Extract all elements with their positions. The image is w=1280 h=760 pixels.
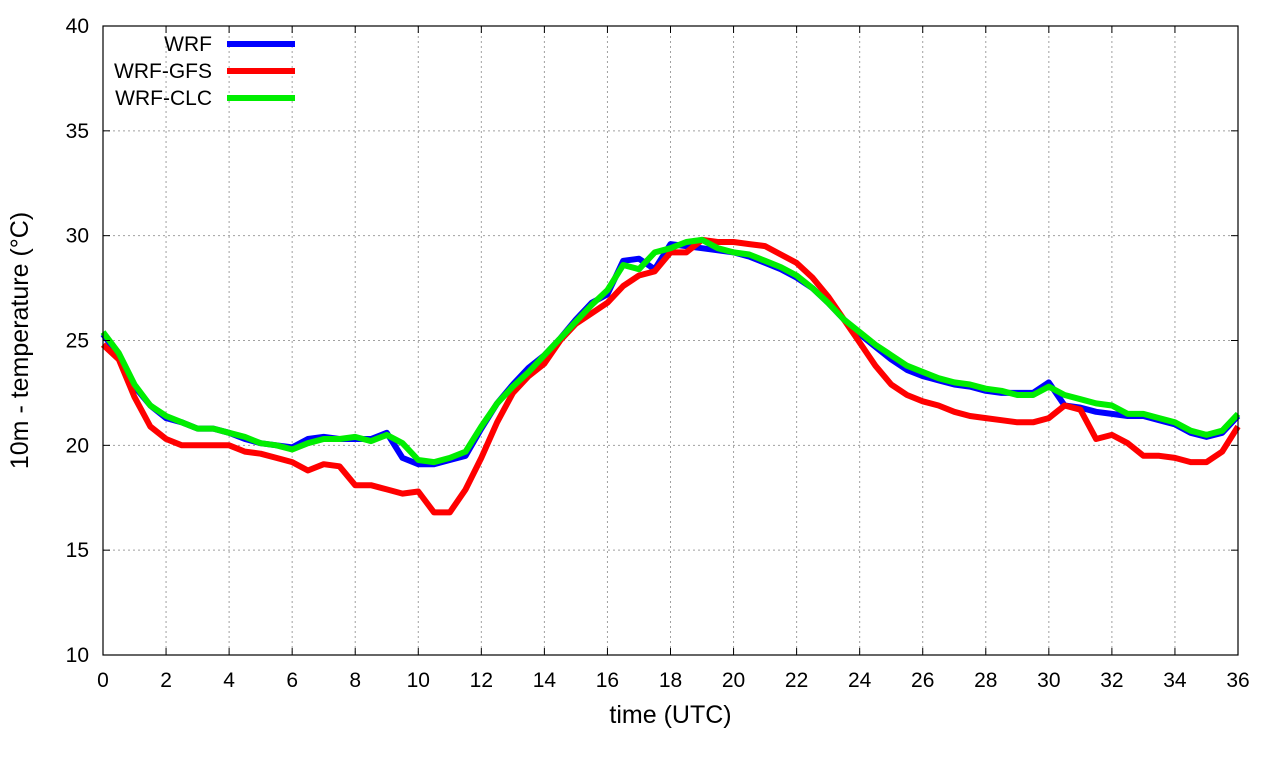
x-tick-label: 34 <box>1163 669 1187 692</box>
y-tick-label: 35 <box>66 120 89 143</box>
y-tick-label: 30 <box>66 225 89 248</box>
x-tick-label: 12 <box>470 669 493 692</box>
x-tick-label: 8 <box>349 669 361 692</box>
y-tick-label: 20 <box>66 434 89 457</box>
legend-label: WRF-GFS <box>114 60 212 83</box>
series-line-wrf-gfs <box>100 236 1241 516</box>
x-tick-label: 18 <box>659 669 682 692</box>
x-tick-label: 2 <box>160 669 172 692</box>
series-lines <box>100 236 1241 516</box>
x-tick-label: 0 <box>97 669 109 692</box>
x-tick-label: 16 <box>596 669 619 692</box>
x-axis-title: time (UTC) <box>609 701 731 729</box>
y-tick-label: 40 <box>66 15 89 38</box>
x-tick-label: 4 <box>223 669 235 692</box>
x-tick-label: 24 <box>848 669 872 692</box>
y-tick-label: 10 <box>66 644 89 667</box>
series-line-wrf-clc <box>100 236 1241 466</box>
x-tick-label: 32 <box>1100 669 1123 692</box>
legend-label: WRF <box>164 33 212 56</box>
x-tick-label: 10 <box>407 669 430 692</box>
y-tick-label: 15 <box>66 539 89 562</box>
y-axis-title: 10m - temperature (°C) <box>6 212 34 469</box>
grid <box>103 26 1238 655</box>
x-tick-label: 30 <box>1037 669 1060 692</box>
y-tick-label: 25 <box>66 330 89 353</box>
x-tick-label: 22 <box>785 669 808 692</box>
x-tick-label: 28 <box>974 669 997 692</box>
x-axis-ticks: 0 2 4 6 8 10 12 14 16 18 20 22 24 26 28 30 32 34 36 <box>97 26 1250 692</box>
x-tick-label: 36 <box>1226 669 1249 692</box>
legend-label: WRF-CLC <box>115 87 212 110</box>
x-tick-label: 6 <box>286 669 298 692</box>
x-tick-label: 20 <box>722 669 745 692</box>
legend: WRF WRF-GFS WRF-CLC <box>114 33 295 110</box>
x-tick-label: 26 <box>911 669 934 692</box>
x-tick-label: 14 <box>533 669 557 692</box>
y-axis-ticks: 10 15 20 25 30 35 40 <box>66 15 1238 667</box>
